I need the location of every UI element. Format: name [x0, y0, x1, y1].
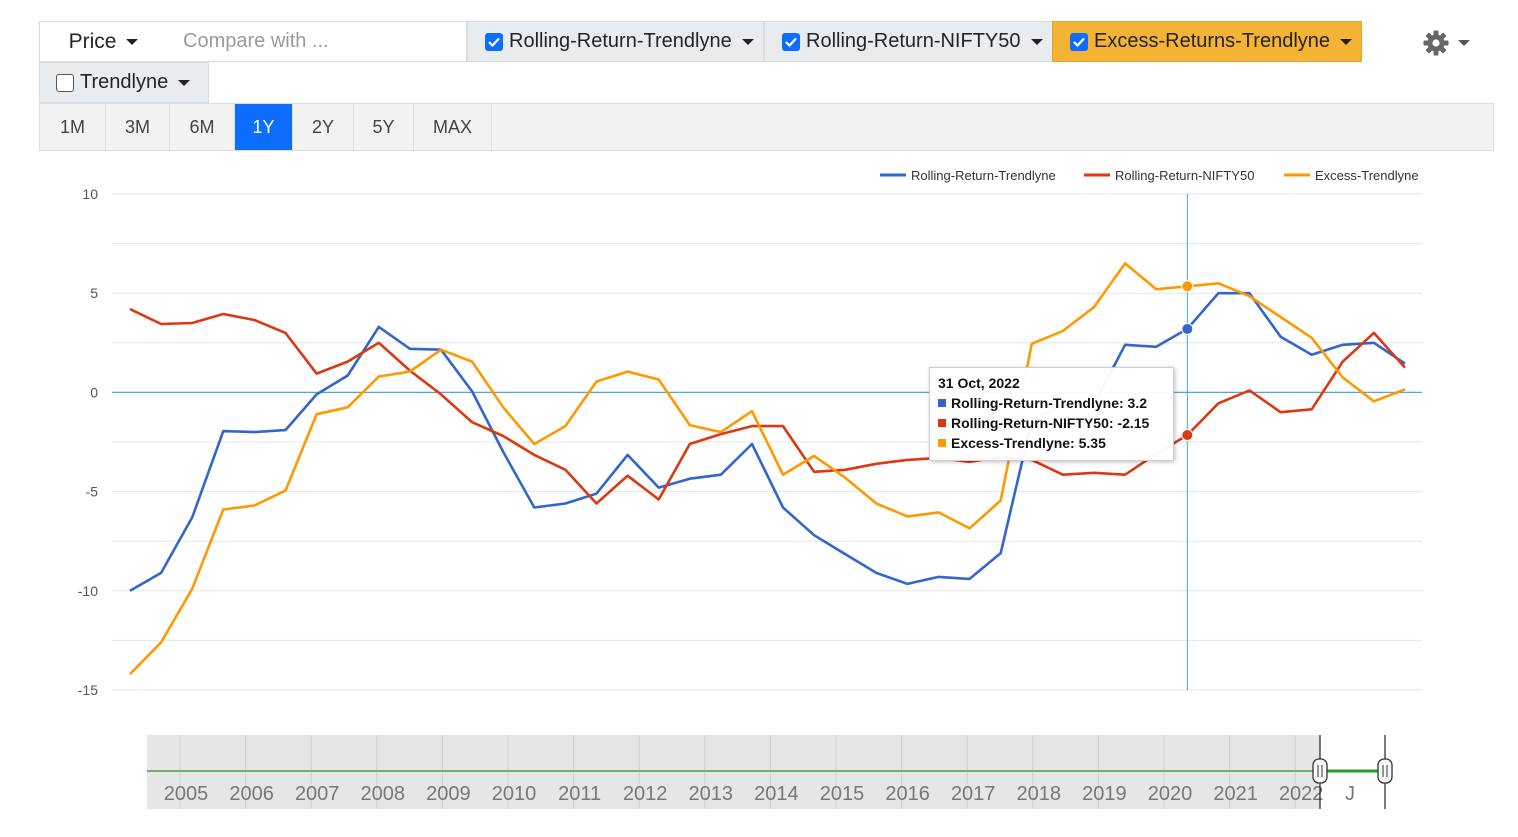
navigator-year-label: 2017 — [951, 783, 996, 805]
navigator-year-label: J — [1345, 783, 1355, 805]
series-toggle-label: Excess-Returns-Trendlyne — [1094, 30, 1331, 52]
navigator-year-label: 2022 — [1279, 783, 1324, 805]
navigator-year-label: 2018 — [1017, 783, 1062, 805]
range-button-2y[interactable]: 2Y — [293, 104, 354, 150]
hover-marker — [1181, 280, 1194, 293]
navigator-year-label: 2005 — [164, 783, 209, 805]
navigator-year-labels: 2005 2006 2007 2008 2009 2010 2011 2012 2013 2014… — [164, 783, 1355, 805]
range-button-1m[interactable]: 1M — [40, 104, 106, 150]
navigator-year-label: 2008 — [361, 783, 406, 805]
series-color-swatch — [938, 419, 946, 427]
y-tick-label: 0 — [90, 384, 98, 400]
legend-label[interactable]: Rolling-Return-NIFTY50 — [1115, 168, 1254, 183]
range-button-1y[interactable]: 1Y — [235, 104, 293, 150]
tooltip-date: 31 Oct, 2022 — [938, 375, 1020, 391]
y-tick-label: 5 — [90, 285, 98, 301]
hover-markers — [1181, 280, 1194, 442]
y-axis-ticks: 10 5 0 -5 -10 -15 — [78, 186, 98, 698]
navigator-right-handle[interactable] — [1377, 758, 1393, 784]
navigator-year-label: 2020 — [1148, 783, 1193, 805]
checkbox-checked-icon[interactable] — [782, 32, 800, 51]
series-toggle-label: Trendlyne — [80, 71, 169, 93]
tooltip-row: Rolling-Return-NIFTY50: -2.15 — [938, 415, 1165, 431]
series-line-excess-trendlyne — [129, 262, 1406, 676]
navigator-year-label: 2012 — [623, 783, 668, 805]
settings-button[interactable] — [1422, 28, 1478, 58]
legend: Rolling-Return-Trendlyne Rolling-Return-N… — [880, 168, 1419, 183]
series-toggle-rolling-return-trendlyne[interactable]: Rolling-Return-Trendlyne — [467, 21, 764, 62]
range-selector: 1M 3M 6M 1Y 2Y 5Y MAX — [39, 103, 1494, 151]
navigator-year-label: 2013 — [689, 783, 734, 805]
price-dropdown-label: Price — [68, 29, 117, 53]
legend-label[interactable]: Excess-Trendlyne — [1315, 168, 1419, 183]
y-tick-label: -5 — [86, 484, 99, 500]
y-tick-label: -15 — [78, 682, 98, 698]
chevron-down-icon — [1458, 40, 1470, 46]
series-lines — [129, 262, 1406, 676]
chevron-down-icon[interactable] — [1340, 38, 1353, 45]
compare-input[interactable] — [167, 21, 467, 62]
tooltip-row-label: Excess-Trendlyne: 5.35 — [951, 435, 1106, 451]
series-toggle-trendlyne[interactable]: Trendlyne — [39, 62, 209, 103]
series-line-rolling-return-nifty50 — [129, 307, 1406, 505]
chart-tooltip: 31 Oct, 2022 Rolling-Return-Trendlyne: 3… — [929, 367, 1174, 461]
series-toggle-rolling-return-nifty50[interactable]: Rolling-Return-NIFTY50 — [764, 21, 1053, 62]
series-color-swatch — [938, 399, 946, 407]
series-toggle-label: Rolling-Return-Trendlyne — [509, 30, 732, 52]
price-dropdown[interactable]: Price — [39, 21, 168, 62]
navigator-left-handle[interactable] — [1312, 758, 1328, 784]
series-line-rolling-return-trendlyne — [129, 291, 1406, 592]
chevron-down-icon[interactable] — [1030, 38, 1043, 45]
checkbox-unchecked-icon[interactable] — [56, 73, 74, 92]
navigator-year-label: 2014 — [754, 783, 799, 805]
checkbox-checked-icon[interactable] — [1070, 32, 1088, 51]
navigator-year-label: 2009 — [426, 783, 471, 805]
tooltip-row: Rolling-Return-Trendlyne: 3.2 — [938, 395, 1165, 411]
y-tick-label: -10 — [78, 583, 98, 599]
navigator-year-label: 2006 — [229, 783, 274, 805]
tooltip-row-label: Rolling-Return-Trendlyne: 3.2 — [951, 395, 1148, 411]
navigator[interactable]: 2005 2006 2007 2008 2009 2010 2011 2012 2013 2014… — [147, 735, 1394, 809]
y-tick-label: 10 — [82, 186, 98, 202]
series-color-swatch — [938, 439, 946, 447]
range-button-max[interactable]: MAX — [414, 104, 492, 150]
gear-icon — [1423, 30, 1449, 56]
range-button-6m[interactable]: 6M — [170, 104, 235, 150]
navigator-year-label: 2010 — [492, 783, 537, 805]
hover-marker — [1181, 429, 1194, 442]
hover-marker — [1181, 322, 1194, 335]
navigator-year-label: 2015 — [820, 783, 865, 805]
legend-label[interactable]: Rolling-Return-Trendlyne — [911, 168, 1056, 183]
chevron-down-icon — [126, 38, 139, 45]
series-toggle-excess-returns-trendlyne[interactable]: Excess-Returns-Trendlyne — [1052, 21, 1362, 62]
navigator-year-label: 2011 — [558, 783, 601, 805]
range-button-5y[interactable]: 5Y — [354, 104, 414, 150]
range-button-3m[interactable]: 3M — [106, 104, 170, 150]
navigator-year-label: 2016 — [885, 783, 930, 805]
chevron-down-icon[interactable] — [741, 38, 754, 45]
chevron-down-icon[interactable] — [178, 79, 191, 86]
navigator-year-label: 2007 — [295, 783, 340, 805]
series-toggle-label: Rolling-Return-NIFTY50 — [806, 30, 1021, 52]
navigator-year-label: 2021 — [1213, 783, 1258, 805]
tooltip-row-label: Rolling-Return-NIFTY50: -2.15 — [951, 415, 1150, 431]
tooltip-row: Excess-Trendlyne: 5.35 — [938, 435, 1165, 451]
navigator-year-label: 2019 — [1082, 783, 1127, 805]
checkbox-checked-icon[interactable] — [485, 32, 503, 51]
